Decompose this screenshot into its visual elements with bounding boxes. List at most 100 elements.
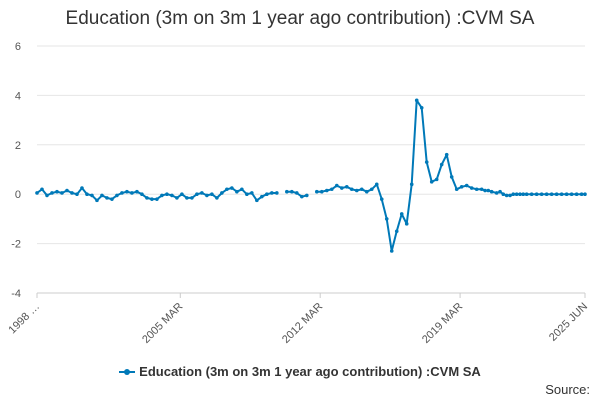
data-point[interactable] [240, 187, 244, 192]
data-point[interactable] [501, 192, 506, 196]
data-point[interactable] [300, 194, 304, 199]
data-point[interactable] [474, 187, 479, 192]
data-point[interactable] [145, 196, 149, 200]
data-point[interactable] [554, 192, 559, 196]
data-point[interactable] [270, 191, 274, 195]
data-point[interactable] [205, 193, 209, 198]
data-point[interactable] [404, 222, 409, 226]
data-point[interactable] [75, 192, 79, 196]
data-point[interactable] [434, 177, 439, 182]
data-point[interactable] [344, 184, 349, 189]
data-point[interactable] [514, 192, 519, 196]
data-point[interactable] [50, 191, 54, 195]
data-point[interactable] [459, 184, 464, 189]
data-point[interactable] [354, 188, 359, 193]
data-point[interactable] [439, 162, 444, 167]
data-point[interactable] [155, 197, 159, 201]
data-point[interactable] [200, 191, 204, 195]
data-point[interactable] [135, 189, 139, 194]
data-point[interactable] [359, 187, 364, 192]
data-point[interactable] [399, 212, 404, 216]
data-point[interactable] [521, 192, 526, 196]
legend[interactable]: Education (3m on 3m 1 year ago contribut… [0, 364, 600, 381]
data-point[interactable] [35, 191, 39, 195]
data-point[interactable] [120, 191, 124, 195]
data-point[interactable] [379, 197, 384, 201]
data-point[interactable] [70, 191, 74, 195]
data-point[interactable] [95, 198, 99, 203]
data-point[interactable] [574, 192, 579, 196]
data-point[interactable] [160, 193, 164, 198]
data-point[interactable] [215, 196, 219, 200]
data-point[interactable] [45, 193, 49, 198]
data-point[interactable] [564, 192, 569, 196]
data-point[interactable] [225, 187, 229, 192]
data-point[interactable] [115, 193, 119, 198]
data-point[interactable] [469, 186, 474, 190]
data-point[interactable] [579, 192, 584, 196]
data-point[interactable] [185, 196, 189, 200]
data-point[interactable] [409, 182, 414, 187]
data-point[interactable] [314, 189, 319, 194]
data-point[interactable] [329, 187, 334, 192]
data-point[interactable] [230, 186, 234, 190]
data-point[interactable] [429, 180, 434, 184]
data-point[interactable] [389, 249, 394, 253]
data-point[interactable] [444, 152, 449, 157]
data-point[interactable] [384, 217, 389, 221]
data-point[interactable] [364, 189, 369, 194]
data-point[interactable] [449, 175, 454, 179]
data-point[interactable] [569, 192, 574, 196]
data-point[interactable] [235, 189, 239, 194]
data-point[interactable] [424, 160, 429, 164]
data-point[interactable] [175, 196, 179, 200]
data-point[interactable] [305, 193, 309, 198]
data-point[interactable] [265, 192, 269, 196]
data-point[interactable] [190, 196, 194, 200]
data-point[interactable] [250, 191, 254, 195]
data-point[interactable] [524, 192, 529, 196]
data-point[interactable] [210, 192, 214, 196]
data-point[interactable] [290, 189, 294, 194]
data-point[interactable] [369, 187, 374, 192]
data-point[interactable] [529, 192, 534, 196]
data-point[interactable] [260, 194, 264, 199]
data-point[interactable] [504, 193, 509, 198]
data-point[interactable] [245, 192, 249, 196]
data-point[interactable] [394, 229, 399, 234]
data-point[interactable] [60, 191, 64, 195]
data-point[interactable] [170, 193, 174, 198]
data-point[interactable] [140, 192, 144, 196]
data-point[interactable] [90, 193, 94, 198]
data-point[interactable] [319, 189, 324, 194]
data-point[interactable] [125, 189, 129, 194]
data-point[interactable] [165, 192, 169, 196]
data-point[interactable] [414, 98, 419, 103]
data-point[interactable] [511, 192, 516, 196]
data-point[interactable] [518, 192, 522, 196]
data-point[interactable] [275, 191, 279, 195]
data-point[interactable] [544, 192, 549, 196]
data-point[interactable] [100, 193, 104, 198]
data-point[interactable] [454, 187, 459, 192]
data-point[interactable] [40, 187, 44, 192]
data-point[interactable] [285, 189, 289, 194]
data-point[interactable] [339, 186, 344, 190]
data-point[interactable] [498, 189, 502, 194]
data-point[interactable] [150, 197, 154, 201]
data-point[interactable] [195, 192, 199, 196]
data-point[interactable] [374, 182, 379, 187]
data-point[interactable] [486, 188, 491, 193]
data-point[interactable] [334, 183, 339, 188]
data-point[interactable] [549, 192, 554, 196]
data-point[interactable] [494, 191, 499, 195]
data-point[interactable] [130, 191, 134, 195]
data-point[interactable] [324, 188, 329, 193]
data-point[interactable] [110, 197, 114, 201]
data-point[interactable] [180, 192, 184, 196]
data-point[interactable] [349, 187, 354, 192]
data-point[interactable] [105, 196, 109, 200]
data-point[interactable] [85, 192, 89, 196]
data-point[interactable] [483, 188, 487, 193]
data-point[interactable] [539, 192, 544, 196]
